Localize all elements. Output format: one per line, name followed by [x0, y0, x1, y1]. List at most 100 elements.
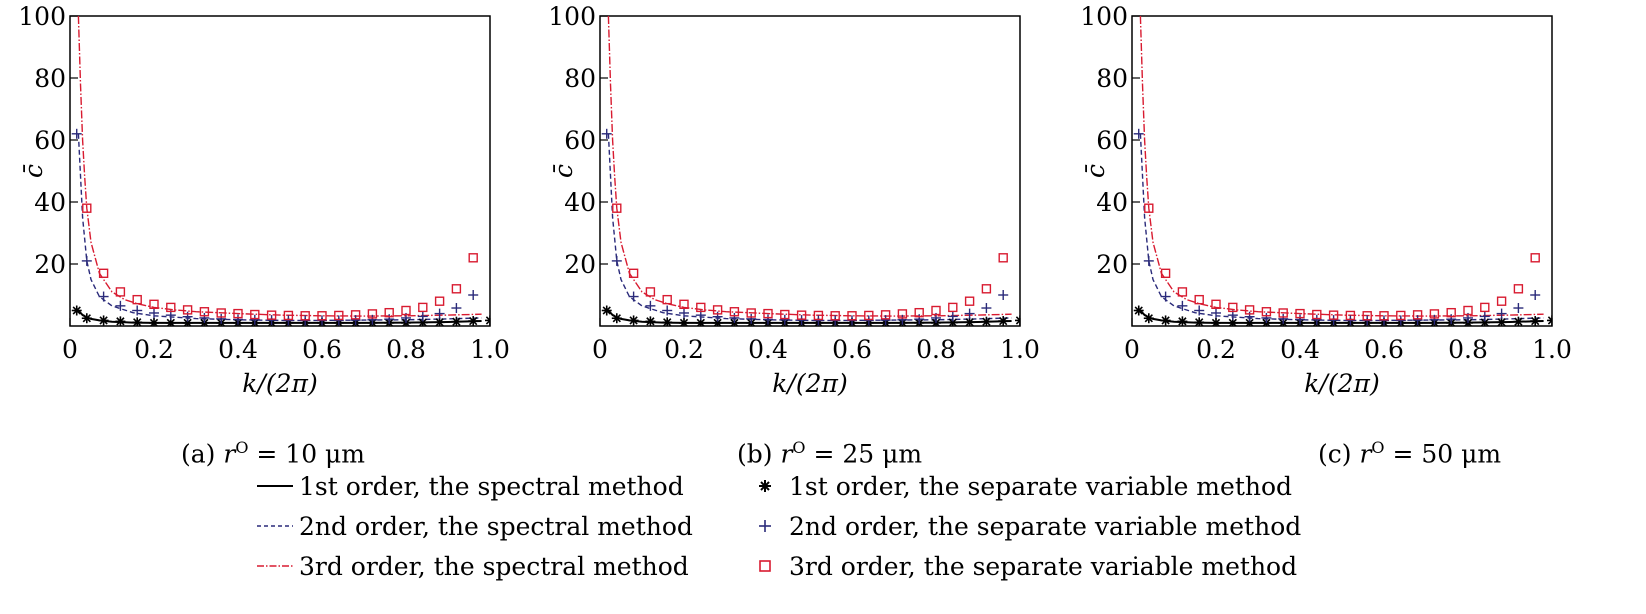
y-tick-label: 20 — [1096, 250, 1128, 279]
data-point-asterisk — [1513, 316, 1524, 326]
legend-item-2nd-spectral: 2nd order, the spectral method — [255, 506, 693, 546]
data-point-square — [1177, 287, 1188, 297]
data-point-plus — [813, 315, 824, 326]
caption-c-value: = 50 μm — [1392, 439, 1502, 469]
data-point-square — [1513, 284, 1524, 294]
data-point-plus — [1133, 128, 1144, 139]
caption-a: (a) rO = 10 μm — [181, 438, 365, 468]
y-tick-label: 40 — [34, 188, 66, 217]
data-point-square — [1530, 253, 1540, 263]
data-point-square — [401, 305, 411, 316]
data-point-square — [317, 311, 327, 321]
data-point-plus — [249, 314, 260, 325]
x-tick-label: 0 — [592, 335, 608, 364]
data-point-asterisk — [1496, 317, 1507, 326]
data-point-square — [1228, 302, 1238, 313]
data-point-square — [998, 253, 1008, 263]
y-tick-label: 60 — [1096, 126, 1128, 155]
data-point-asterisk — [434, 317, 445, 326]
y-tick-label: 20 — [564, 250, 596, 279]
data-point-square — [1463, 305, 1473, 316]
data-point-square — [1328, 310, 1339, 320]
data-point-plus — [1412, 315, 1423, 326]
caption-c: (c) rO = 50 μm — [1318, 438, 1501, 468]
caption-b-value: = 25 μm — [813, 439, 923, 469]
caption-a-var: r — [223, 439, 236, 469]
data-point-square — [729, 307, 740, 317]
x-tick-label: 0.4 — [748, 335, 788, 364]
data-point-square — [166, 302, 176, 313]
plot-area — [71, 16, 490, 326]
series-line-second — [1139, 133, 1544, 322]
data-point-square — [830, 311, 840, 321]
data-point-plus — [1177, 300, 1188, 311]
x-axis-label: k/(2π) — [1304, 369, 1379, 398]
data-point-square — [350, 310, 361, 320]
data-point-plus — [1513, 303, 1524, 314]
data-point-asterisk — [149, 317, 159, 326]
caption-b-var: r — [780, 439, 793, 469]
data-point-asterisk — [1177, 316, 1188, 326]
data-point-asterisk — [132, 317, 143, 326]
legend-label: 2nd order, the spectral method — [299, 511, 693, 541]
data-point-asterisk — [1530, 316, 1541, 326]
series-line-third — [77, 16, 482, 317]
data-point-square — [780, 309, 790, 320]
data-point-plus — [779, 314, 790, 325]
y-tick-label: 20 — [34, 250, 66, 279]
data-point-square — [451, 284, 462, 294]
data-point-asterisk — [964, 317, 975, 326]
plot-frame — [1131, 15, 1553, 327]
series-line-third — [1139, 16, 1544, 317]
data-point-square — [300, 311, 310, 321]
legend-label: 1st order, the spectral method — [299, 471, 684, 501]
data-point-square — [914, 307, 924, 318]
caption-c-sup: O — [1371, 438, 1385, 457]
data-point-square — [696, 302, 706, 313]
data-point-asterisk — [451, 316, 462, 326]
data-point-plus — [468, 290, 479, 300]
data-point-plus — [863, 315, 874, 326]
data-point-square — [1362, 311, 1372, 321]
x-axis-label: k/(2π) — [772, 369, 847, 398]
data-point-square — [645, 287, 656, 297]
data-point-asterisk — [1227, 317, 1238, 326]
legend-item-3rd-spectral: 3rd order, the spectral method — [255, 546, 689, 586]
data-point-square — [948, 302, 958, 313]
caption-c-var: r — [1359, 439, 1372, 469]
data-point-square — [1211, 299, 1221, 309]
data-point-asterisk — [468, 316, 479, 326]
data-point-square — [763, 308, 773, 319]
data-point-plus — [897, 314, 908, 325]
x-tick-label: 1.0 — [1000, 335, 1040, 364]
data-point-asterisk — [115, 316, 126, 326]
data-point-asterisk — [601, 305, 612, 316]
data-point-plus — [1160, 291, 1171, 302]
data-point-plus — [998, 290, 1009, 300]
data-point-plus — [645, 300, 656, 311]
x-axis-label: k/(2π) — [242, 369, 317, 398]
data-point-square — [283, 310, 294, 321]
data-point-asterisk — [485, 315, 490, 326]
data-point-asterisk — [1479, 317, 1490, 326]
y-axis-label: c̄ — [19, 164, 48, 178]
data-point-asterisk — [71, 305, 82, 316]
data-point-square — [1345, 310, 1356, 321]
data-point-asterisk — [679, 317, 689, 326]
data-point-plus — [1479, 311, 1490, 322]
data-point-plus — [81, 255, 92, 266]
data-point-plus — [964, 308, 975, 319]
legend-asterisk-icon — [759, 480, 771, 492]
data-point-asterisk — [1133, 305, 1144, 316]
data-point-plus — [611, 255, 622, 266]
data-point-square — [679, 299, 689, 309]
data-point-plus — [679, 307, 689, 318]
data-point-plus — [266, 315, 277, 326]
data-point-plus — [1211, 307, 1221, 318]
series-line-second — [77, 133, 482, 322]
data-point-square — [1480, 302, 1490, 313]
data-point-square — [712, 305, 723, 315]
data-point-square — [746, 308, 756, 318]
data-point-square — [1295, 308, 1305, 319]
